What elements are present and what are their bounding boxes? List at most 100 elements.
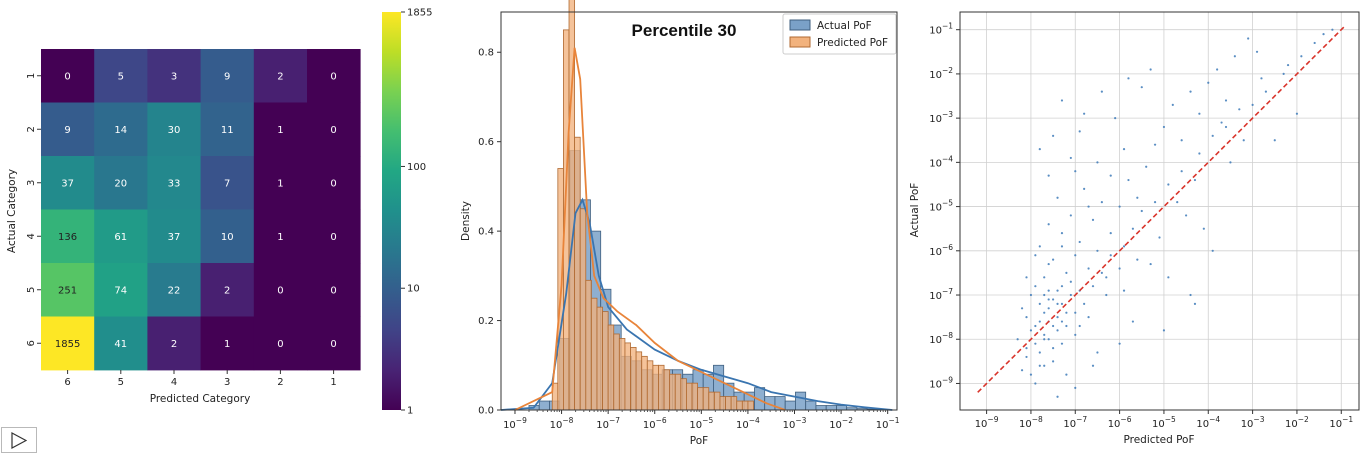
scatter-point [1260, 77, 1263, 80]
heatmap-cell-value: 14 [114, 125, 127, 136]
scatter-point [1083, 112, 1086, 115]
scatter-x-tick-label: 10−7 [1063, 415, 1087, 430]
scatter-point [1189, 293, 1192, 297]
scatter-point [1038, 364, 1041, 367]
scatter-point [1247, 37, 1250, 40]
scatter-point [1025, 346, 1028, 350]
scatter-point [1047, 307, 1050, 310]
heatmap-cell-value: 74 [114, 285, 127, 296]
heatmap-cell [94, 316, 148, 371]
scatter-point [1198, 112, 1201, 115]
scatter-point [1105, 276, 1108, 279]
predicted-pof-bar [669, 373, 676, 411]
heatmap-cell-value: 1 [277, 178, 283, 189]
identity-reference-line [977, 24, 1347, 393]
heatmap-cell [147, 316, 201, 371]
scatter-point [1043, 293, 1046, 297]
heatmap-cell [41, 49, 95, 103]
histogram-y-tick-label: 0.4 [478, 227, 494, 238]
scatter-point [1238, 108, 1241, 111]
actual-pof-bar [538, 400, 550, 411]
predicted-pof-bar [630, 346, 637, 411]
scatter-point [1286, 63, 1290, 67]
play-triangle-icon [11, 432, 27, 449]
scatter-point [1313, 41, 1316, 45]
scatter-point [1145, 165, 1148, 168]
scatter-point [1167, 183, 1170, 186]
scatter-point [1131, 320, 1134, 323]
legend-box [782, 13, 897, 55]
heatmap-cell-value: 2 [224, 285, 230, 296]
histogram-x-tick-label: 10−2 [829, 416, 853, 431]
scatter-point [1087, 267, 1090, 270]
scatter-point [1074, 333, 1077, 336]
scatter-point [1322, 33, 1325, 36]
colorbar-gradient [382, 12, 401, 410]
heatmap-y-tick-label: 1 [26, 73, 37, 79]
scatter-point [1202, 227, 1205, 230]
scatter-point [1065, 311, 1068, 314]
heatmap-cell [94, 263, 148, 317]
scatter-point [1105, 293, 1108, 297]
heatmap-cell [253, 49, 308, 103]
scatter-point [1043, 311, 1046, 314]
histogram-x-tick-label: 10−5 [689, 416, 713, 431]
scatter-y-axis-label: Actual PoF [909, 183, 921, 238]
heatmap-cell-value: 2 [277, 71, 283, 82]
histogram-y-tick-label: 0.8 [478, 48, 494, 59]
scatter-point [1043, 276, 1046, 279]
scatter-point [1047, 298, 1050, 301]
legend-swatch-predicted [789, 36, 811, 48]
heatmap-x-tick-label: 3 [224, 377, 230, 388]
heatmap-y-tick-label: 3 [26, 180, 37, 186]
scatter-point [1047, 338, 1050, 341]
heatmap-cell-value: 3 [171, 71, 177, 82]
predicted-pof-bar [708, 391, 715, 411]
heatmap-cell-value: 9 [224, 71, 230, 82]
heatmap-cell-value: 136 [58, 232, 77, 243]
scatter-point [1273, 139, 1276, 142]
scatter-point [1038, 245, 1041, 248]
scatter-y-tick-label: 10−6 [929, 243, 953, 258]
colorbar-tick-label: 1855 [407, 8, 432, 19]
scatter-point [1100, 201, 1103, 204]
scatter-point [1038, 320, 1041, 323]
scatter-point [1096, 161, 1099, 164]
histogram-y-tick-label: 0.0 [478, 406, 494, 417]
scatter-point [1149, 262, 1152, 266]
scatter-point [1229, 161, 1232, 164]
predicted-pof-bar [602, 311, 609, 411]
scatter-point [1038, 147, 1041, 151]
heatmap-y-tick-label: 2 [26, 126, 37, 132]
heatmap-x-tick-label: 6 [64, 377, 70, 388]
heatmap-cell [94, 49, 148, 103]
scatter-point [1185, 214, 1188, 217]
predicted-pof-bar [741, 400, 749, 411]
heatmap-cell [307, 156, 361, 210]
scatter-point [1149, 68, 1152, 71]
scatter-y-tick-label: 10−8 [929, 331, 953, 346]
scatter-point [1056, 316, 1059, 319]
scatter-point [1060, 285, 1064, 288]
scatter-point [1100, 90, 1103, 93]
heatmap-cell [200, 263, 255, 317]
scatter-point [1264, 90, 1267, 93]
scatter-point [1069, 214, 1072, 217]
heatmap-cell-value: 10 [221, 232, 234, 243]
legend-swatch-actual [789, 19, 811, 31]
histogram-y-tick-label: 0.6 [478, 137, 494, 148]
scatter-point [1038, 302, 1041, 305]
histogram-y-tick-label: 0.2 [478, 316, 494, 327]
play-button[interactable] [1, 427, 37, 453]
heatmap-cell [41, 316, 95, 371]
heatmap-cell-value: 1 [277, 125, 283, 136]
scatter-x-axis-label: Predicted PoF [1123, 434, 1194, 446]
heatmap-cell-value: 0 [330, 178, 336, 189]
scatter-point [1025, 355, 1028, 359]
predicted-pof-bar [574, 136, 581, 411]
scatter-x-tick-label: 10−1 [1329, 415, 1353, 430]
actual-pof-bar [805, 400, 817, 411]
scatter-point [1052, 346, 1055, 350]
heatmap-cell [307, 316, 361, 371]
